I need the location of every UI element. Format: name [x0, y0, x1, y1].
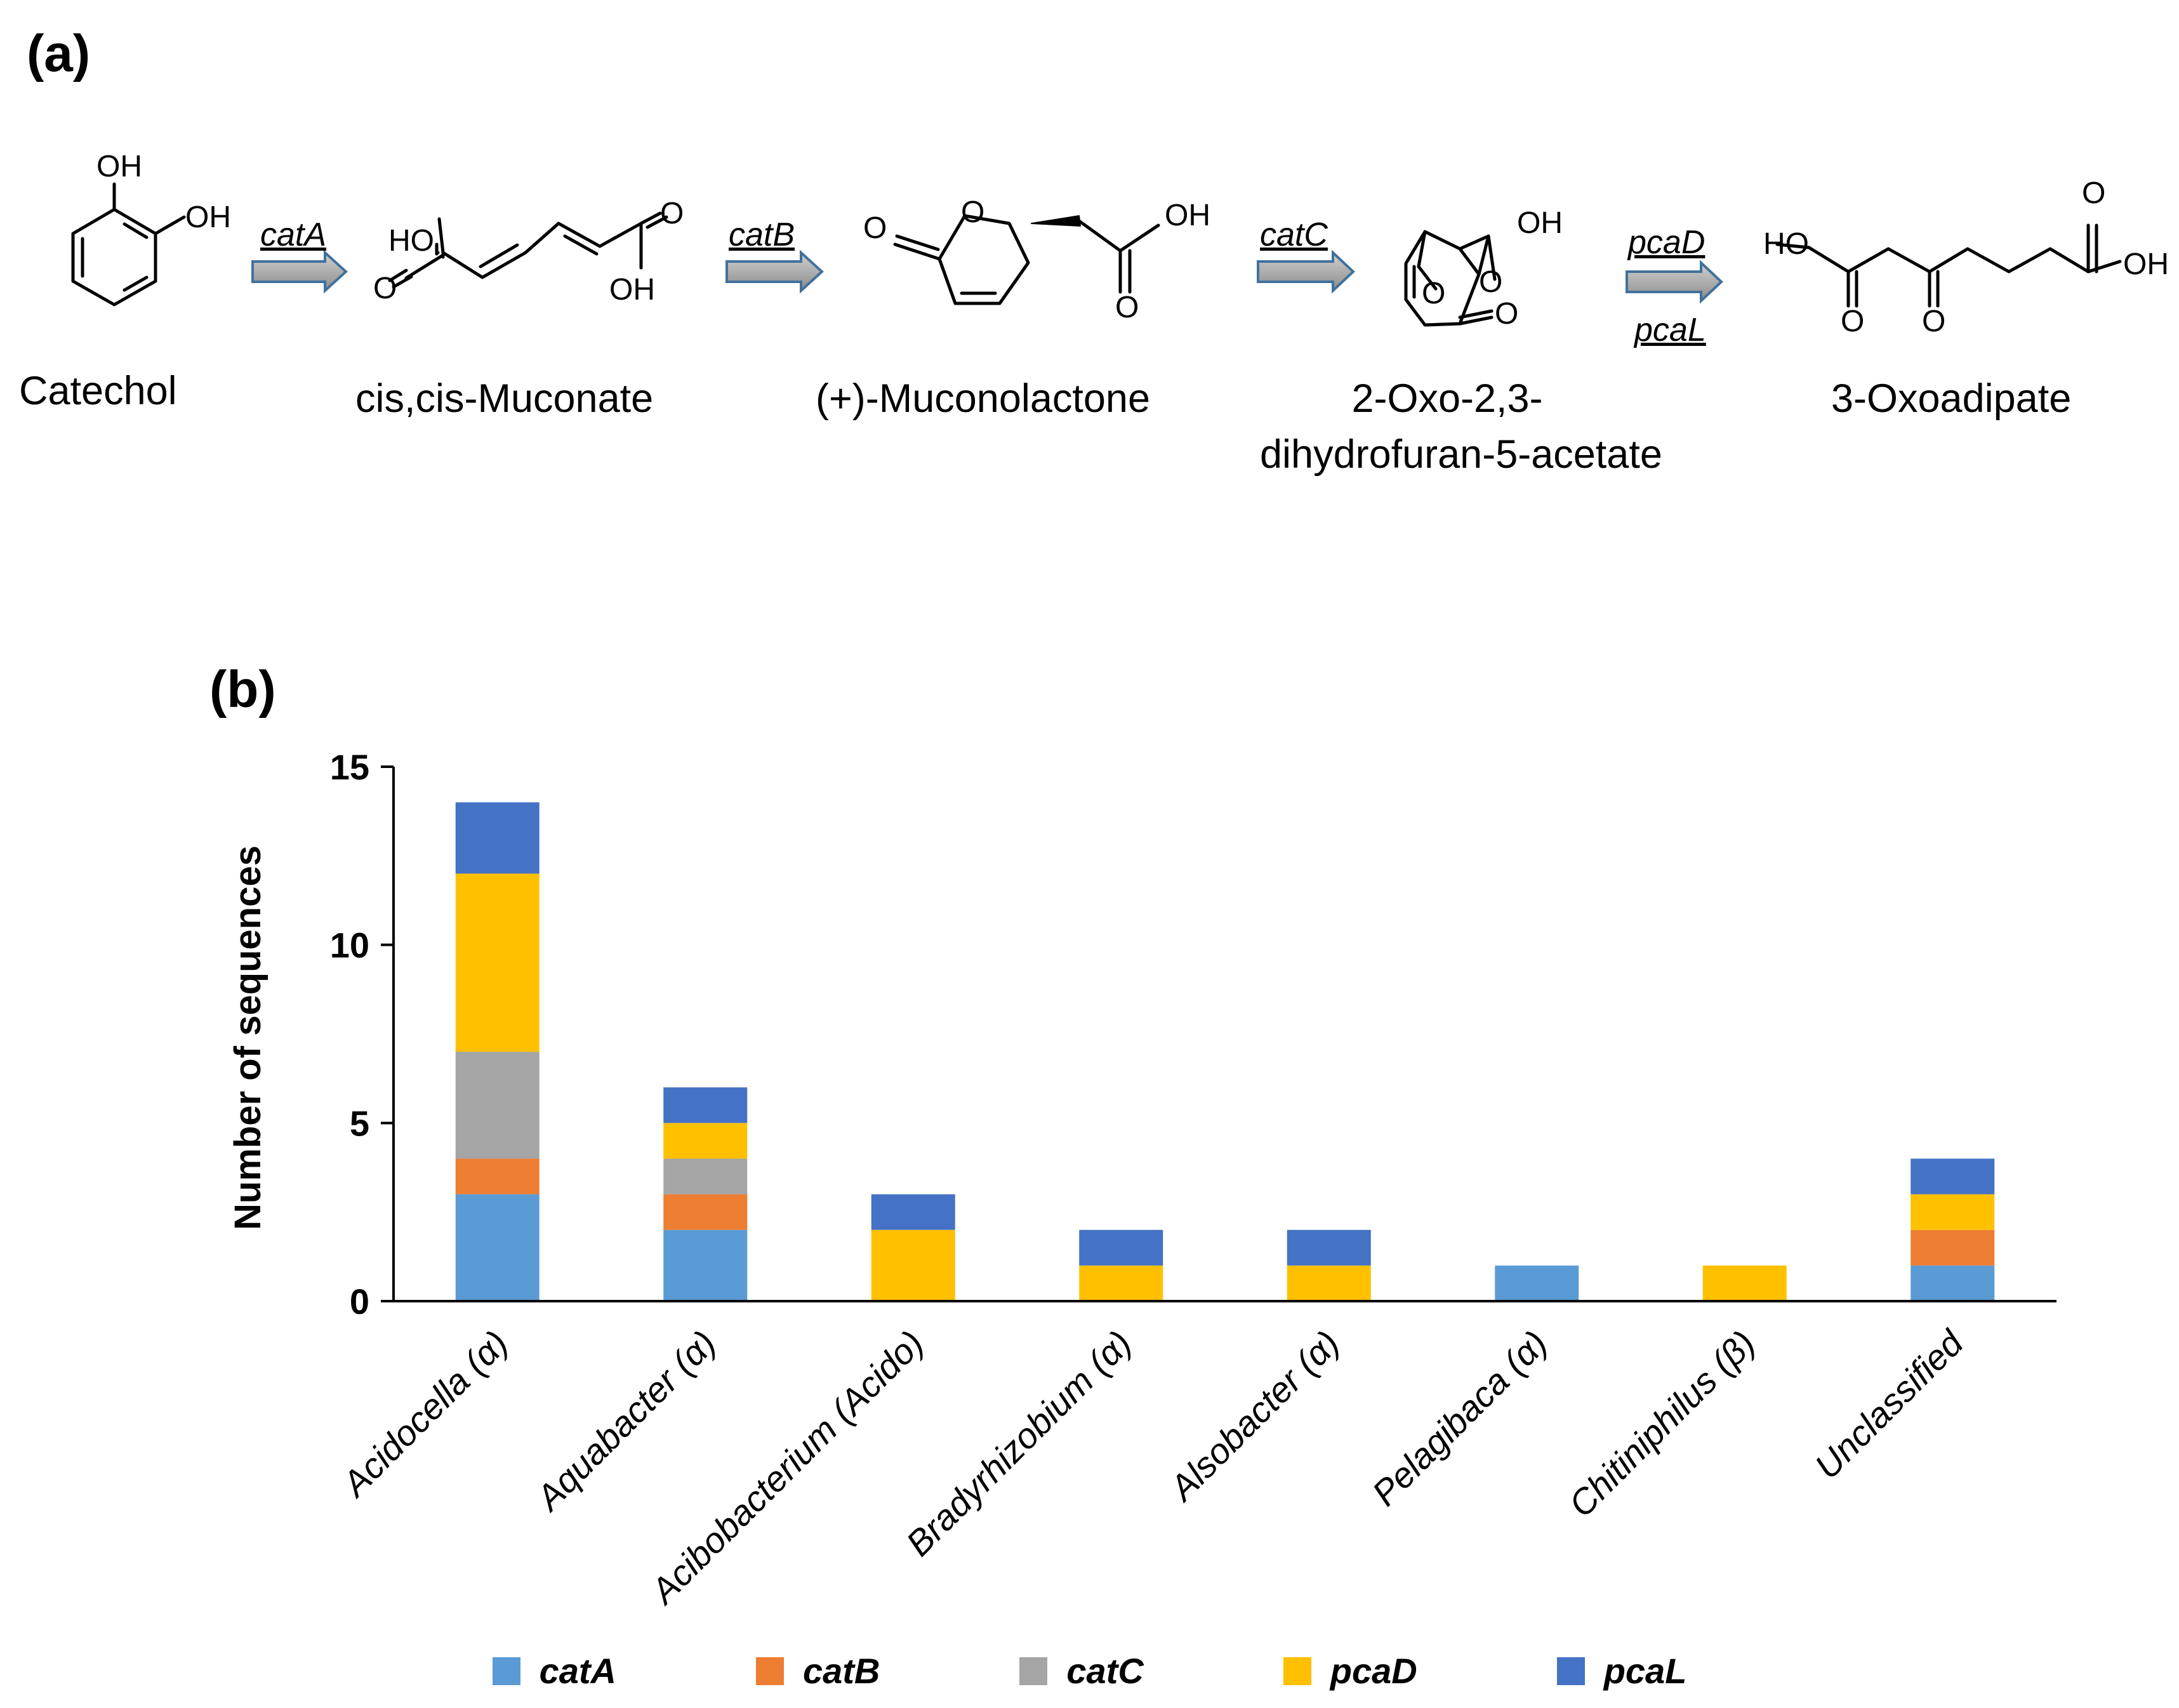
- bar-segment-catC: [663, 1158, 748, 1195]
- catechol-structure: [71, 182, 186, 307]
- chart-legend: catA catB catC pcaD pcaL: [0, 1650, 2179, 1691]
- y-axis-label: Number of sequences: [227, 845, 268, 1230]
- bar-segment-pcaD: [663, 1123, 748, 1159]
- legend-item-pcaD: pcaD: [1283, 1650, 1417, 1691]
- bar-segment-pcaD: [871, 1229, 955, 1301]
- arrow-pcaD: [1626, 260, 1723, 304]
- bar-segment-catB: [663, 1194, 748, 1230]
- x-tick-label: Unclassified: [1807, 1322, 1971, 1486]
- legend-swatch: [1019, 1657, 1048, 1685]
- atom-label: OH: [1517, 206, 1563, 240]
- enzyme-catA: catA: [260, 216, 327, 253]
- x-tick-label: Aquabacter (α): [527, 1323, 724, 1519]
- compound-oxoadipate: 3-Oxoadipate: [1831, 376, 2072, 421]
- bar-segment-pcaL: [1287, 1229, 1371, 1266]
- x-tick-label: Bradyrhizobium (α): [898, 1323, 1139, 1564]
- stacked-bar-chart: 0 5 10 15 Number of sequences Acidocella (α…: [227, 747, 2056, 1612]
- bar-segment-pcaL: [1911, 1158, 1995, 1195]
- y-tick-label: 15: [330, 747, 369, 787]
- atom-label: O: [2082, 176, 2105, 210]
- atom-label: OH: [1165, 199, 1210, 232]
- atom-label: O: [961, 195, 984, 229]
- atom-label: O: [1422, 277, 1445, 310]
- bar-segment-pcaD: [1079, 1265, 1163, 1301]
- bar-segment-catC: [455, 1052, 540, 1159]
- bar-segment-catA: [455, 1194, 540, 1301]
- bar-segment-catA: [663, 1229, 748, 1301]
- muconolactone-structure: [893, 214, 1160, 305]
- atom-label: O: [660, 197, 684, 230]
- bar-segment-pcaD: [1702, 1265, 1787, 1301]
- panel-a-label: (a): [27, 25, 91, 83]
- atom-label: OH: [96, 150, 142, 183]
- enzyme-pcaL: pcaL: [1634, 312, 1706, 348]
- bar-segment-pcaL: [663, 1087, 748, 1123]
- atom-label: O: [863, 211, 887, 245]
- enzyme-catC: catC: [1260, 216, 1328, 253]
- panel-b-label: (b): [209, 661, 276, 718]
- legend-item-catC: catC: [1019, 1650, 1144, 1691]
- arrow-catB: [725, 249, 824, 294]
- x-tick-label: Chitiniphilus (β): [1561, 1323, 1763, 1525]
- arrow-catC: [1257, 249, 1355, 294]
- atom-label: OH: [609, 273, 655, 307]
- legend-swatch: [755, 1657, 784, 1685]
- bar-segment-catA: [1495, 1265, 1579, 1301]
- compound-oxodihydrofuran-line2: dihydrofuran-5-acetate: [1260, 432, 1662, 477]
- bar-segment-pcaD: [455, 873, 540, 1052]
- legend-item-catB: catB: [755, 1650, 880, 1691]
- legend-swatch: [1283, 1657, 1311, 1685]
- x-tick-label: Acidocella (α): [333, 1323, 515, 1505]
- compound-muconate: cis,cis-Muconate: [355, 376, 654, 421]
- compound-oxodihydrofuran-line1: 2-Oxo-2,3-: [1351, 376, 1543, 421]
- atom-label: O: [1495, 297, 1518, 331]
- legend-swatch: [1556, 1657, 1585, 1685]
- y-tick-label: 10: [330, 925, 369, 965]
- legend-swatch: [492, 1657, 520, 1685]
- atom-label: O: [373, 272, 397, 305]
- x-tick-label: Pelagibaca (α): [1364, 1323, 1554, 1513]
- legend-item-catA: catA: [492, 1650, 616, 1691]
- bar-segment-pcaL: [871, 1194, 955, 1230]
- atom-label: OH: [2123, 248, 2169, 281]
- bar-segment-pcaD: [1911, 1194, 1995, 1230]
- bar-segment-catA: [1911, 1265, 1995, 1301]
- atom-label: HO: [1763, 227, 1809, 261]
- y-tick-label: 0: [350, 1281, 369, 1321]
- legend-item-pcaL: pcaL: [1556, 1650, 1686, 1691]
- atom-label: O: [1479, 265, 1502, 299]
- atom-label: O: [1841, 305, 1864, 338]
- arrow-catA: [251, 249, 348, 294]
- atom-label: HO: [388, 224, 434, 258]
- bar-segment-catB: [455, 1158, 540, 1195]
- atom-label: O: [1115, 291, 1139, 324]
- bar-segment-pcaL: [455, 802, 540, 874]
- bar-segment-pcaL: [1079, 1229, 1163, 1266]
- atom-label: O: [1922, 305, 1945, 338]
- enzyme-pcaD: pcaD: [1628, 224, 1705, 261]
- bar-segment-pcaD: [1287, 1265, 1371, 1301]
- y-tick-label: 5: [350, 1103, 369, 1143]
- compound-catechol: Catechol: [19, 369, 177, 413]
- atom-label: OH: [185, 201, 231, 234]
- oxoadipate-structure: [1775, 223, 2122, 308]
- x-tick-label: Alsobacter (α): [1161, 1323, 1348, 1509]
- bar-segment-catB: [1911, 1229, 1995, 1266]
- compound-muconolactone: (+)-Muconolactone: [816, 376, 1151, 421]
- pathway-diagram: OH OH HO O O OH O O OH O OH O O O HO O O…: [71, 150, 2169, 338]
- oxodihydrofuran-structure: [1404, 230, 1497, 327]
- muconate-structure: [388, 211, 668, 289]
- enzyme-catB: catB: [729, 216, 795, 253]
